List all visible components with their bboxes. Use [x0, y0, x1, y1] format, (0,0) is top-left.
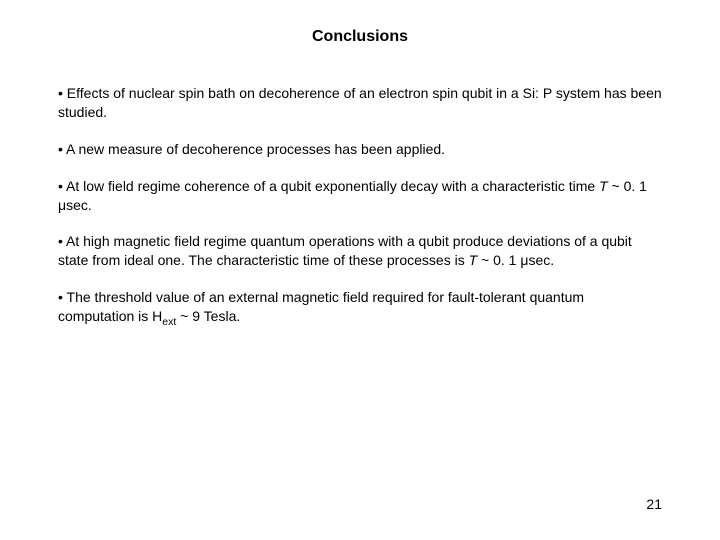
time-variable: T — [599, 178, 608, 194]
bullet-text: sec. — [66, 197, 92, 213]
bullet-list: • Effects of nuclear spin bath on decohe… — [58, 84, 662, 329]
bullet-item: • At high magnetic field regime quantum … — [58, 232, 662, 270]
time-variable: T — [469, 252, 478, 268]
bullet-item: • At low field regime coherence of a qub… — [58, 177, 662, 215]
bullet-item: • The threshold value of an external mag… — [58, 288, 662, 329]
bullet-text: • At low field regime coherence of a qub… — [58, 178, 599, 194]
mu-symbol: μ — [58, 197, 66, 213]
page-number: 21 — [646, 496, 662, 512]
subscript-ext: ext — [162, 316, 176, 328]
bullet-text: • The threshold value of an external mag… — [58, 289, 584, 324]
bullet-item: • A new measure of decoherence processes… — [58, 140, 662, 159]
slide: Conclusions • Effects of nuclear spin ba… — [0, 0, 720, 540]
bullet-text: ~ 0. 1 — [477, 252, 520, 268]
bullet-text: sec. — [528, 252, 554, 268]
bullet-text: ~ 0. 1 — [608, 178, 647, 194]
slide-title: Conclusions — [58, 28, 662, 46]
bullet-item: • Effects of nuclear spin bath on decohe… — [58, 84, 662, 122]
bullet-text: • Effects of nuclear spin bath on decohe… — [58, 85, 662, 120]
bullet-text: • A new measure of decoherence processes… — [58, 141, 445, 157]
bullet-text: ~ 9 Tesla. — [176, 308, 240, 324]
